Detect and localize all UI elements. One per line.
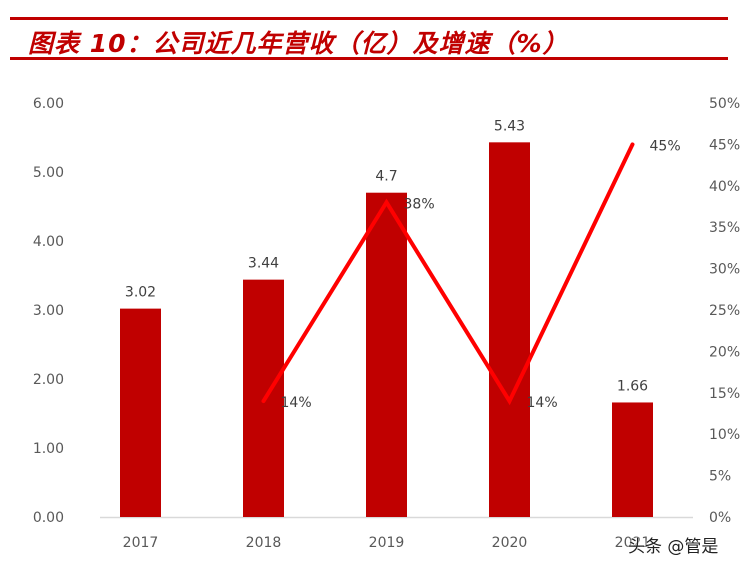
bar-value-label: 4.7: [375, 169, 397, 185]
growth-value-label: 14%: [527, 395, 558, 411]
chart-title-bar: 图表 10：公司近几年营收（亿）及增速（%）: [10, 17, 728, 60]
right-axis-tick: 25%: [709, 303, 740, 319]
right-axis-tick: 5%: [709, 469, 731, 485]
right-axis-tick: 45%: [709, 137, 740, 153]
left-axis-tick: 2.00: [33, 372, 64, 388]
x-axis-tick: 2019: [369, 535, 405, 551]
growth-value-label: 14%: [281, 395, 312, 411]
x-axis-tick: 2021: [615, 535, 651, 551]
right-axis-tick: 50%: [709, 96, 740, 112]
growth-value-label: 38%: [404, 196, 435, 212]
x-axis-tick: 2017: [123, 535, 159, 551]
left-axis-tick: 1.00: [33, 441, 64, 457]
bar-value-label: 3.44: [248, 256, 279, 272]
x-axis-tick: 2020: [492, 535, 528, 551]
growth-value-label: 45%: [650, 138, 681, 154]
revenue-bar: [366, 192, 407, 517]
left-axis-tick: 3.00: [33, 303, 64, 319]
right-axis-tick: 10%: [709, 427, 740, 443]
left-axis-tick: 6.00: [33, 96, 64, 112]
right-axis-tick: 30%: [709, 262, 740, 278]
right-axis-tick: 0%: [709, 510, 731, 526]
left-axis-tick: 4.00: [33, 234, 64, 250]
growth-line: [261, 142, 635, 406]
x-axis-tick: 2018: [246, 535, 282, 551]
bar-value-label: 1.66: [617, 378, 648, 394]
right-axis-tick: 15%: [709, 386, 740, 402]
revenue-bar: [120, 308, 161, 517]
left-axis-tick: 5.00: [33, 165, 64, 181]
right-axis-tick: 20%: [709, 344, 740, 360]
revenue-bar: [489, 142, 530, 517]
bar-value-label: 3.02: [125, 285, 156, 301]
right-axis-tick: 35%: [709, 220, 740, 236]
bar-value-label: 5.43: [494, 118, 525, 134]
chart-title: 图表 10：公司近几年营收（亿）及增速（%）: [28, 29, 569, 58]
revenue-bar: [612, 402, 653, 517]
left-axis-tick: 0.00: [33, 510, 64, 526]
watermark: 头条 @管是: [628, 537, 719, 557]
right-axis-tick: 40%: [709, 179, 740, 195]
